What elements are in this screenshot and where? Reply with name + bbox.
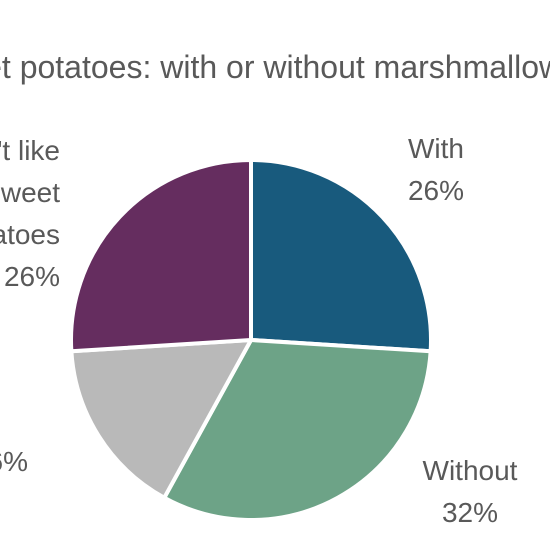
- slice-label-dont-like-line: sweet: [0, 177, 60, 208]
- slice-label-dont-like-line: potatoes: [0, 219, 60, 250]
- slice-label-no-preference: No preference 16%: [0, 446, 28, 477]
- slice-label-dont-like: I don't like sweet potatoes 26%: [0, 135, 60, 292]
- slice-value-with: 26%: [408, 175, 464, 206]
- pie-slice-i-don-t-like-sweet-potatoes: [69, 158, 253, 354]
- pie-slice-no-preference: [69, 338, 253, 500]
- slice-label-without: Without: [423, 455, 518, 486]
- chart-title: Sweet potatoes: with or without marshmal…: [0, 49, 550, 85]
- pie-slice-without: [162, 338, 433, 522]
- slice-label-with: With: [408, 133, 464, 164]
- slice-label-dont-like-line: I don't like: [0, 135, 60, 166]
- slice-value-without: 32%: [442, 497, 498, 528]
- pie-slice-with: [249, 158, 433, 354]
- slice-label-dont-like-line: 26%: [4, 261, 60, 292]
- pie-slices: [69, 158, 433, 522]
